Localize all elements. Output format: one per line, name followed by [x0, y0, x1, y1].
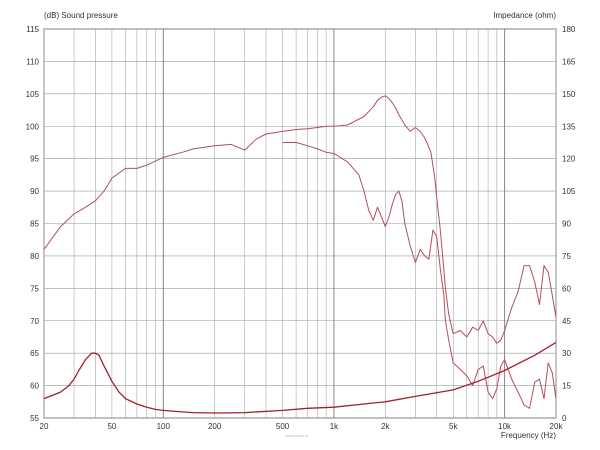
y-right-tick-label: 150 [562, 90, 576, 99]
x-tick-label: 10k [498, 422, 512, 431]
y-right-tick-label: 60 [562, 284, 571, 293]
y-axis-left-ticks: 115 110 105 100 95 90 85 80 75 70 65 60 55 [26, 25, 40, 423]
y-right-tick-label: 120 [562, 155, 576, 164]
x-tick-label: 20k [550, 422, 564, 431]
y-axis-right-label: Impedance (ohm) [493, 11, 556, 20]
sound-pressure-curve-2 [282, 142, 557, 409]
y-right-tick-label: 45 [562, 317, 571, 326]
y-right-tick-label: 105 [562, 187, 576, 196]
watermark-text: www.tonsil.pl [285, 433, 309, 438]
y-right-tick-label: 90 [562, 220, 571, 229]
y-left-tick-label: 85 [30, 220, 39, 229]
y-right-tick-label: 75 [562, 252, 571, 261]
impedance-curve [43, 341, 557, 414]
y-left-tick-label: 100 [26, 122, 40, 131]
y-left-tick-label: 95 [30, 155, 39, 164]
x-tick-label: 200 [208, 422, 222, 431]
y-left-tick-label: 110 [26, 57, 39, 66]
x-tick-label: 2k [381, 422, 390, 431]
y-right-tick-label: 180 [562, 25, 576, 34]
x-tick-label: 500 [276, 422, 290, 431]
x-tick-label: 5k [449, 422, 458, 431]
y-left-tick-label: 75 [30, 284, 39, 293]
y-left-tick-label: 90 [30, 187, 39, 196]
x-tick-label: 20 [40, 422, 49, 431]
x-axis-ticks: 20 50 100 200 500 1k 2k 5k 10k 20k [40, 422, 564, 431]
y-left-tick-label: 80 [30, 252, 39, 261]
y-axis-left-label: (dB) Sound pressure [44, 11, 118, 20]
x-tick-label: 100 [157, 422, 171, 431]
y-right-tick-label: 165 [562, 57, 576, 66]
y-left-tick-label: 65 [30, 349, 39, 358]
x-tick-label: 50 [107, 422, 116, 431]
x-tick-label: 1k [330, 422, 339, 431]
y-left-tick-label: 105 [26, 90, 40, 99]
series-lines [43, 95, 557, 414]
y-left-tick-label: 60 [30, 382, 39, 391]
y-right-tick-label: 0 [562, 414, 567, 423]
y-left-tick-label: 115 [26, 25, 39, 34]
grid [43, 28, 557, 419]
y-right-tick-label: 15 [562, 382, 571, 391]
y-left-tick-label: 70 [30, 317, 39, 326]
sound-pressure-curve-1 [43, 95, 557, 344]
x-axis-label: Frequency (Hz) [500, 431, 556, 440]
y-right-tick-label: 135 [562, 122, 576, 131]
y-right-tick-label: 30 [562, 349, 571, 358]
y-left-tick-label: 55 [30, 414, 39, 423]
